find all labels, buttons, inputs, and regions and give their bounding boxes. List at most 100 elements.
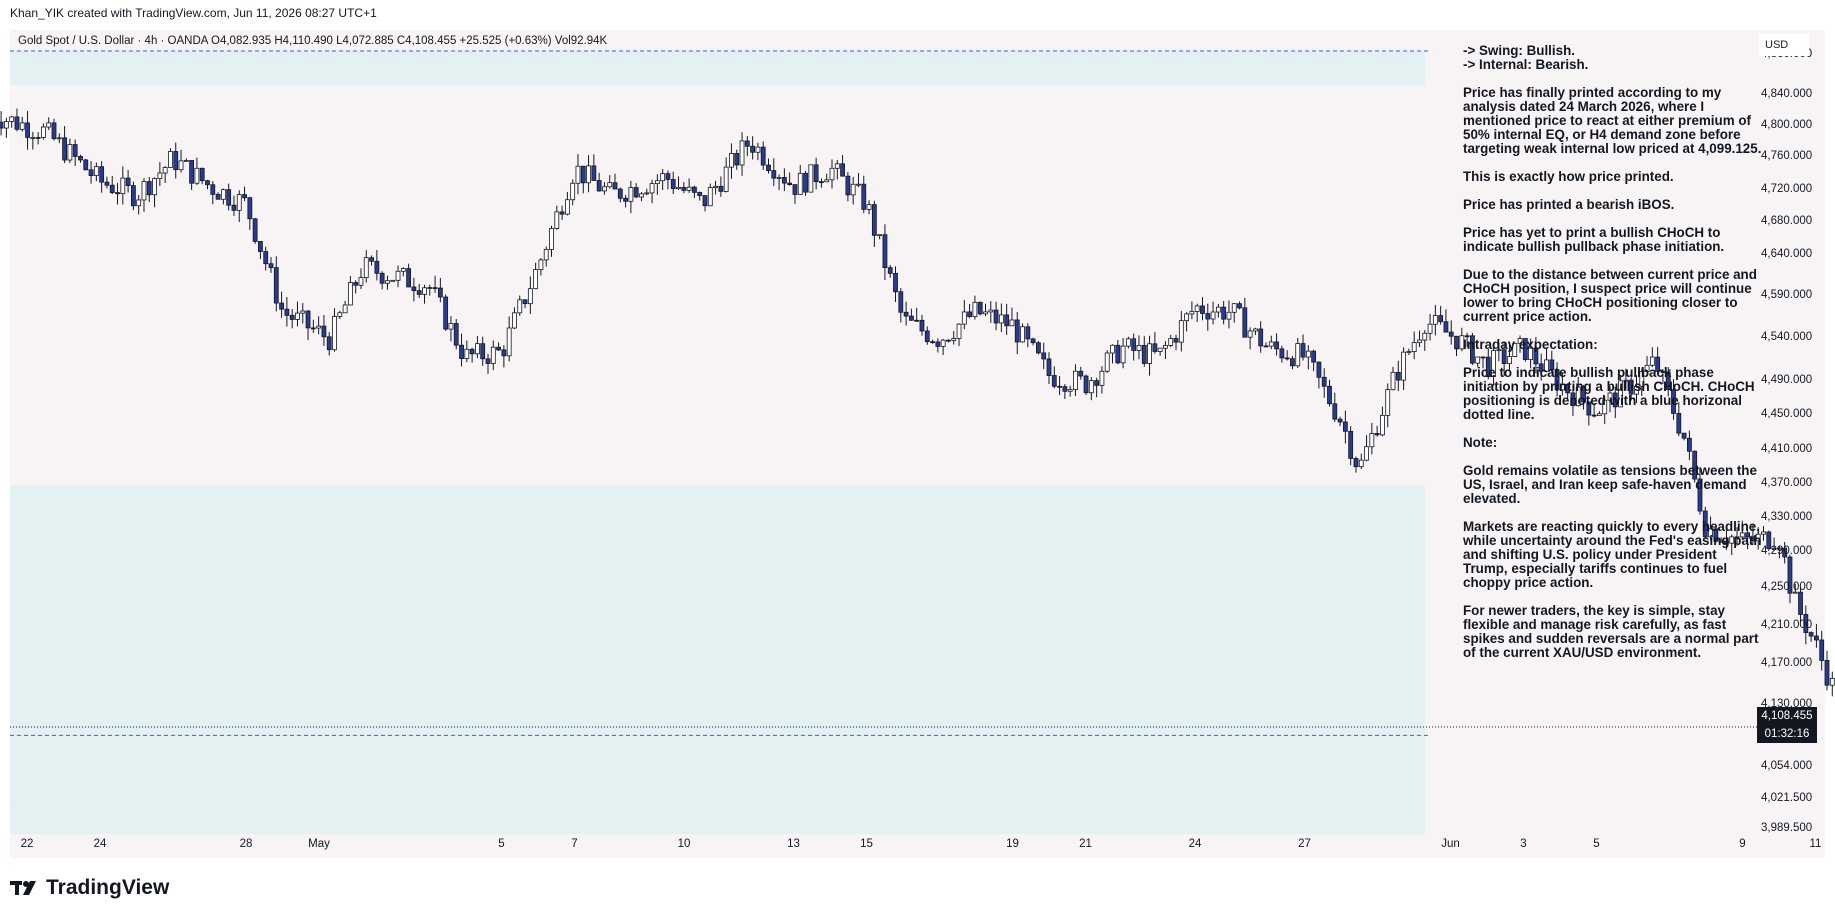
- x-tick-label-10: 21: [1079, 838, 1092, 850]
- y-tick-label-5: 4,680.000: [1761, 215, 1812, 227]
- candle-body-207: [1083, 375, 1089, 394]
- candle-body-238: [1247, 330, 1253, 338]
- candle-body-77: [395, 270, 401, 281]
- x-tick-label-1: 24: [94, 838, 107, 850]
- candle-body-69: [353, 282, 359, 286]
- candle-body-42: [210, 184, 216, 195]
- candle-body-241: [1263, 345, 1269, 348]
- candle-body-261: [1369, 433, 1375, 448]
- x-tick-label-15: 5: [1593, 838, 1599, 850]
- x-tick-label-7: 13: [787, 838, 800, 850]
- candle-body-282: [1480, 356, 1486, 359]
- candle-body-240: [1258, 328, 1264, 347]
- candle-body-125: [649, 183, 655, 194]
- candle-body-43: [215, 193, 221, 200]
- candle-body-274: [1438, 315, 1444, 323]
- tradingview-brand[interactable]: TradingView: [10, 876, 169, 900]
- candle-body-271: [1422, 332, 1428, 341]
- last-price-tag: 4,108.455: [1757, 707, 1817, 725]
- note-paragraph: Price has yet to print a bullish CHoCH t…: [1463, 225, 1725, 254]
- candle-body-133: [692, 186, 697, 193]
- x-tick-label-5: 7: [571, 838, 577, 850]
- candle-body-239: [1253, 328, 1258, 332]
- candle-body-251: [1316, 361, 1322, 378]
- y-tick-label-21: 3,989.500: [1761, 822, 1812, 834]
- candle-body-130: [676, 186, 681, 190]
- candle-body-197: [1030, 338, 1036, 344]
- symbol-info-line[interactable]: Gold Spot / U.S. Dollar · 4h · OANDA O4,…: [18, 35, 608, 47]
- candle-body-191: [998, 314, 1004, 324]
- candle-body-257: [1348, 430, 1354, 459]
- candle-body-137: [713, 185, 718, 188]
- candle-body-187: [977, 301, 983, 315]
- candle-body-49: [247, 197, 253, 220]
- candle-body-6: [19, 122, 25, 130]
- candle-body-222: [1163, 345, 1168, 349]
- candle-body-110: [570, 182, 576, 201]
- candle-body-86: [443, 296, 449, 330]
- candle-body-177: [924, 330, 930, 343]
- candle-body-229: [1200, 305, 1205, 314]
- candle-body-180: [940, 339, 946, 347]
- candle-body-48: [242, 194, 247, 199]
- candle-body-272: [1427, 323, 1433, 334]
- candle-body-311: [1634, 385, 1639, 395]
- candle-body-327: [1718, 540, 1724, 543]
- candle-body-281: [1475, 356, 1481, 364]
- x-tick-label-12: 27: [1298, 838, 1311, 850]
- candle-body-263: [1380, 414, 1385, 436]
- candle-body-331: [1739, 532, 1745, 538]
- candle-body-4: [9, 116, 15, 122]
- candle-body-148: [771, 170, 777, 179]
- y-tick-label-2: 4,800.000: [1761, 119, 1812, 131]
- candle-body-143: [744, 140, 750, 147]
- candle-body-250: [1311, 350, 1317, 363]
- candle-body-236: [1237, 303, 1242, 309]
- note-paragraph: This is exactly how price printed.: [1463, 169, 1674, 184]
- currency-label[interactable]: USD: [1759, 34, 1809, 56]
- x-tick-label-6: 10: [678, 838, 691, 850]
- candle-body-237: [1242, 307, 1248, 338]
- candle-body-285: [1496, 349, 1502, 352]
- candle-body-339: [1782, 547, 1788, 558]
- candle-body-60: [305, 310, 311, 329]
- candle-body-59: [300, 310, 306, 314]
- analysis-notes: -> Swing: Bullish. -> Internal: Bearish.…: [1463, 44, 1763, 674]
- candle-body-22: [104, 181, 110, 186]
- candle-body-87: [448, 323, 454, 330]
- candle-body-102: [527, 288, 533, 305]
- candle-body-248: [1300, 343, 1306, 358]
- candle-body-188: [983, 311, 988, 315]
- candle-body-70: [358, 277, 364, 286]
- candle-body-74: [379, 272, 385, 284]
- candle-body-223: [1168, 338, 1174, 346]
- candle-body-123: [639, 193, 644, 198]
- x-tick-label-8: 15: [860, 838, 873, 850]
- candle-body-64: [326, 336, 332, 351]
- candle-body-118: [612, 182, 618, 190]
- candle-body-68: [347, 282, 353, 306]
- candle-body-204: [1067, 389, 1073, 392]
- candle-body-176: [919, 319, 925, 332]
- candle-body-23: [109, 184, 115, 193]
- candle-body-72: [369, 257, 374, 262]
- candle-body-242: [1268, 341, 1274, 347]
- candle-body-101: [522, 299, 528, 305]
- candle-body-181: [946, 339, 951, 342]
- candle-body-29: [141, 181, 147, 201]
- y-tick-label-14: 4,290.000: [1761, 545, 1812, 557]
- candle-body-114: [591, 165, 597, 181]
- candle-body-347: [1824, 660, 1830, 686]
- candle-body-232: [1215, 306, 1221, 313]
- candle-body-83: [427, 287, 433, 289]
- candle-body-249: [1305, 350, 1311, 358]
- candle-body-93: [480, 343, 486, 360]
- candle-body-276: [1448, 331, 1454, 337]
- candle-body-25: [120, 177, 126, 195]
- candle-body-342: [1798, 591, 1803, 615]
- candle-body-39: [194, 167, 200, 184]
- candle-body-205: [1073, 370, 1078, 391]
- candle-body-3: [3, 121, 9, 129]
- candle-body-325: [1708, 528, 1713, 538]
